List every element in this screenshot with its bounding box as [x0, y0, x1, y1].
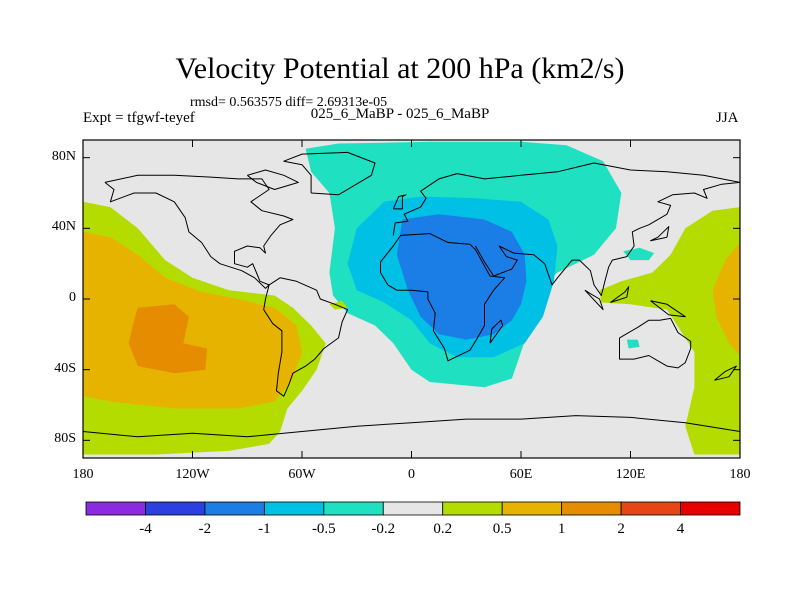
colorbar-box — [501, 501, 563, 516]
contour-region-negative-cyan-blob-south — [626, 339, 640, 349]
colorbar-box — [263, 501, 325, 516]
coastline-1 — [104, 174, 294, 289]
colorbar-box — [323, 501, 384, 516]
coastline-15 — [714, 365, 737, 381]
colorbar-label: 0.2 — [433, 521, 453, 537]
coastline-14 — [489, 319, 504, 344]
colorbar-box — [620, 501, 681, 516]
contour-region-positive-west-darkorange — [128, 304, 208, 374]
coastline-13 — [650, 300, 686, 318]
chart-title: Velocity Potential at 200 hPa (km2/s) — [175, 52, 625, 85]
coastline-9 — [392, 194, 407, 210]
coastline-10 — [650, 226, 670, 242]
colorbar-box — [145, 501, 206, 516]
contour-region-negative-blue — [396, 214, 527, 340]
colorbar-label: -0.2 — [371, 521, 396, 537]
coastline-0 — [83, 415, 740, 438]
colorbar-box — [680, 501, 741, 516]
contour-region-positive-east-orange — [712, 242, 740, 356]
colorbar-label: 2 — [617, 521, 625, 537]
colorbar-label: -0.5 — [311, 521, 336, 537]
coastline-6 — [619, 317, 692, 369]
colorbar-box — [204, 501, 265, 516]
colorbar-box — [561, 501, 622, 516]
colorbar-label: -2 — [198, 521, 212, 537]
colorbar-box — [382, 501, 444, 516]
x-tick-label: 180 — [729, 467, 751, 482]
case-difference-label: 025_6_MaBP - 025_6_MaBP — [310, 106, 490, 122]
season-label: JJA — [716, 110, 739, 126]
colorbar-box — [442, 501, 503, 516]
contour-region-positive-east-green — [599, 207, 740, 455]
y-tick-label: 40N — [51, 219, 76, 235]
coastline-11 — [584, 289, 604, 311]
coastline-8 — [246, 169, 299, 190]
x-tick-label: 120W — [175, 467, 210, 482]
coastline-3 — [380, 233, 506, 362]
colorbar-label: -4 — [139, 521, 152, 537]
coastline-5 — [474, 181, 740, 296]
coastline-4 — [392, 162, 740, 236]
colorbar-label: 1 — [557, 521, 566, 537]
y-tick-label: 40S — [54, 360, 76, 376]
y-tick-label: 0 — [69, 290, 76, 305]
colorbar-label: 0.5 — [492, 521, 512, 537]
x-tick-label: 180 — [72, 467, 94, 482]
stats-line: rmsd= 0.563575 diff= 2.69313e-05 — [190, 95, 388, 110]
colorbar-label: 4 — [676, 521, 685, 537]
colorbar-box — [85, 501, 146, 516]
colorbar-label: -1 — [258, 521, 271, 537]
x-tick-label: 60W — [288, 467, 316, 482]
coastline-7 — [283, 151, 376, 196]
coastline-12 — [610, 286, 630, 303]
x-tick-label: 120E — [615, 467, 646, 482]
x-tick-label: 0 — [408, 467, 415, 482]
coastline-2 — [263, 277, 349, 397]
x-tick-label: 60E — [509, 467, 533, 482]
y-tick-label: 80S — [54, 431, 76, 447]
y-tick-label: 80N — [51, 148, 76, 164]
experiment-label: Expt = tfgwf-teyef — [83, 110, 195, 126]
